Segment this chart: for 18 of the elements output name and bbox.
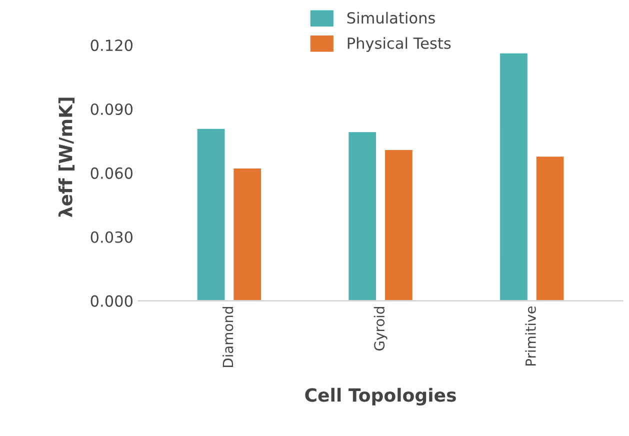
bar [498,52,529,301]
y-tick-label: 0.090 [90,103,133,116]
bar [196,127,226,301]
bar [534,155,566,301]
y-tick-label: 0.120 [90,40,133,52]
x-axis-title: Cell Topologies [305,388,456,406]
bar [384,148,414,301]
y-axis-title: λeff [W/mK] [58,98,75,218]
x-tick-label: Primitive [525,306,536,366]
legend-label: Physical Tests [348,37,451,52]
x-tick-label: Gyroid [374,306,388,350]
y-tick-label: 0.060 [90,167,133,179]
x-tick-label: Diamond [222,306,234,368]
legend-label: Simulations [347,12,435,24]
y-tick-label: 0.030 [90,231,133,243]
y-tick-label: 0.000 [90,295,133,307]
bar [347,130,378,301]
bar [232,167,262,301]
